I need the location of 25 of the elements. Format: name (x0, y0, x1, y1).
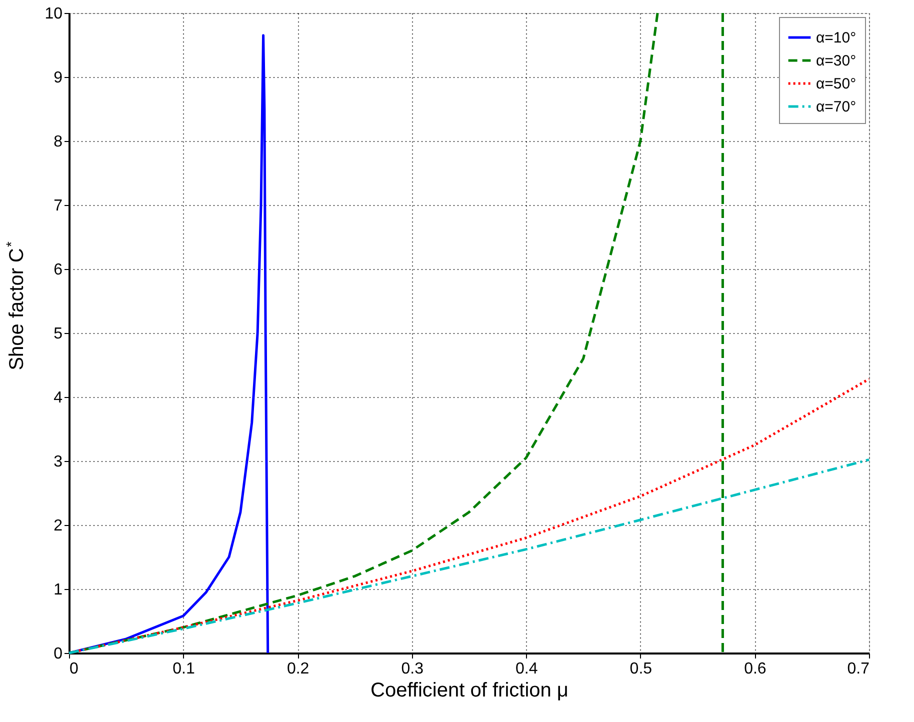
y-tick-label: 0 (54, 646, 63, 662)
x-axis-title: Coefficient of friction μ (370, 680, 568, 702)
x-tick-label: 0 (70, 660, 78, 678)
x-tick-label: 0.5 (630, 660, 652, 678)
x-tick-label: 0.6 (744, 660, 766, 678)
x-tick-label: 0.7 (847, 660, 870, 678)
y-tick-label: 2 (54, 518, 63, 534)
y-tick-label: 10 (44, 6, 63, 22)
legend-label: α=70° (816, 98, 856, 116)
legend-label: α=10° (816, 30, 856, 46)
y-tick-label: 8 (54, 134, 63, 150)
legend-label: α=30° (816, 52, 856, 70)
x-tick-label: 0.2 (286, 660, 310, 678)
y-tick-label: 4 (54, 390, 63, 406)
x-tick-label: 0.3 (401, 660, 424, 678)
legend-label: α=50° (816, 76, 856, 92)
y-tick-label: 1 (54, 582, 63, 598)
x-tick-label: 0.4 (516, 660, 538, 678)
y-tick-label: 7 (54, 198, 63, 214)
y-axis-title: Shoe factor C* (3, 241, 28, 370)
y-tick-label: 6 (54, 262, 63, 278)
y-tick-label: 3 (54, 454, 63, 470)
y-tick-label: 5 (54, 326, 63, 342)
x-tick-label: 0.1 (172, 660, 196, 678)
y-tick-label: 9 (54, 70, 63, 86)
